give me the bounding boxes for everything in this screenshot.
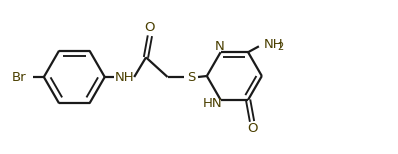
- Text: NH: NH: [115, 71, 134, 83]
- Text: S: S: [187, 71, 195, 83]
- Text: O: O: [144, 21, 155, 34]
- Text: 2: 2: [277, 42, 283, 52]
- Text: HN: HN: [203, 97, 222, 110]
- Text: N: N: [215, 40, 224, 53]
- Text: NH: NH: [264, 38, 283, 51]
- Text: O: O: [247, 122, 257, 135]
- Text: Br: Br: [12, 71, 26, 83]
